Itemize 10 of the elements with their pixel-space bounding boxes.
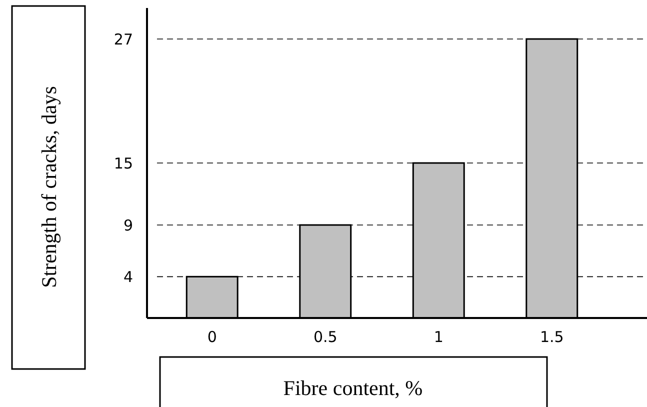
x-tick-label: 1 <box>434 328 444 346</box>
x-axis-title: Fibre content, % <box>283 376 423 400</box>
y-tick-label: 27 <box>114 30 133 48</box>
x-tick-label: 0.5 <box>313 328 338 346</box>
y-axis-title: Strength of cracks, days <box>37 86 61 288</box>
x-tick-label: 0 <box>207 328 217 346</box>
x-tick-label: 1.5 <box>540 328 564 346</box>
y-tick-label: 4 <box>123 268 133 286</box>
y-tick-label: 15 <box>114 154 133 172</box>
y-tick-label: 9 <box>123 216 133 234</box>
